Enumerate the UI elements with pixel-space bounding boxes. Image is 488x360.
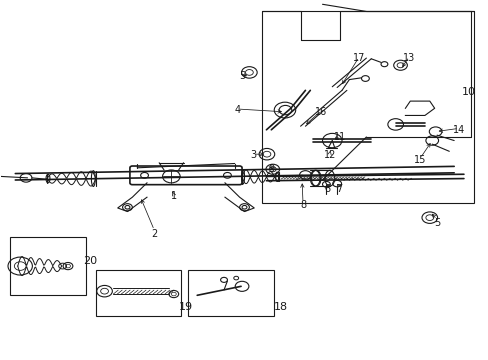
Text: 20: 20: [82, 256, 97, 266]
Text: 1: 1: [170, 191, 177, 201]
Text: 3: 3: [250, 150, 256, 160]
Text: 5: 5: [433, 218, 439, 228]
Text: 14: 14: [452, 125, 464, 135]
Text: 13: 13: [403, 53, 415, 63]
Text: 5: 5: [239, 71, 244, 81]
Text: 15: 15: [413, 155, 426, 165]
Text: 9: 9: [268, 164, 274, 174]
Text: 19: 19: [179, 302, 193, 312]
Text: 7: 7: [336, 184, 342, 194]
Text: 16: 16: [315, 107, 327, 117]
Text: 12: 12: [323, 150, 335, 160]
Bar: [96, 270, 181, 316]
Text: 18: 18: [273, 302, 287, 312]
Text: 2: 2: [151, 229, 157, 239]
Text: 10: 10: [461, 87, 475, 97]
Text: 6: 6: [324, 184, 330, 194]
Text: 8: 8: [299, 200, 305, 210]
Bar: [261, 12, 473, 203]
Bar: [188, 270, 273, 316]
Text: 4: 4: [234, 105, 240, 115]
Text: 17: 17: [352, 53, 365, 63]
Bar: [10, 237, 86, 295]
Text: 11: 11: [333, 132, 345, 142]
